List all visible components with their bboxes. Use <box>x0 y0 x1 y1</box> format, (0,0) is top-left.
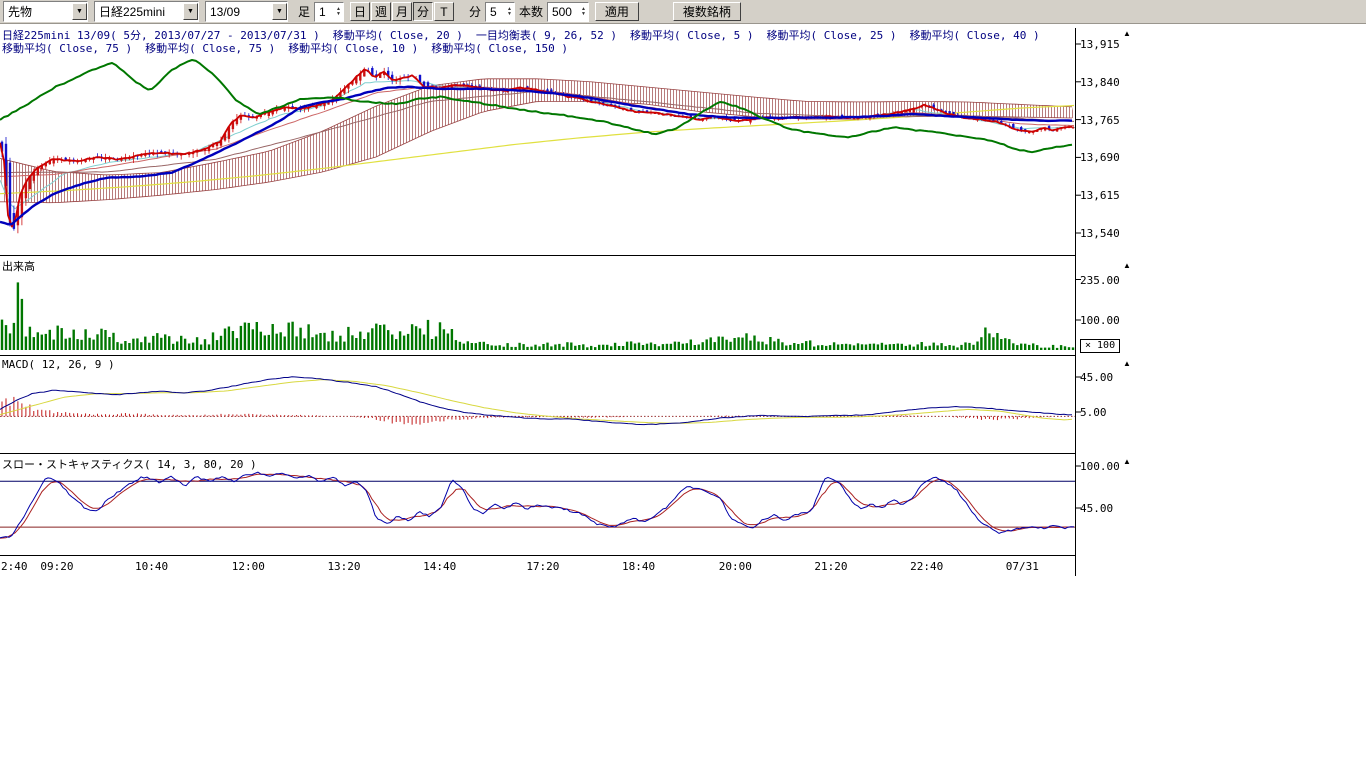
x-axis-label: 17:20 <box>526 560 560 573</box>
x-axis-label: 14:40 <box>423 560 457 573</box>
bar-type-label: 足 <box>298 5 311 19</box>
indicator-label: 移動平均( Close, 75 ) <box>2 42 133 55</box>
chart-header-line2: 移動平均( Close, 75 ) 移動平均( Close, 75 ) 移動平均( … <box>2 40 568 56</box>
bar-count-stepper[interactable]: 500 ▲ ▼ <box>546 1 589 22</box>
pane-scale-arrow-icon[interactable]: ▲ <box>1123 359 1131 368</box>
y-axis-label: 13,540 <box>1080 227 1120 240</box>
y-axis-label: 13,765 <box>1080 113 1120 127</box>
apply-button[interactable]: 適用 <box>594 2 639 21</box>
symbol-select[interactable]: 日経225mini ▼ <box>94 1 199 22</box>
indicator-label: 移動平均( Close, 150 ) <box>431 42 568 55</box>
minute-label: 分 <box>468 5 481 19</box>
period-button-T[interactable]: T <box>433 2 454 21</box>
x-axis-label: 12:00 <box>231 560 265 573</box>
y-axis-label: 13,615 <box>1080 189 1120 203</box>
stoch-pane-label: スロー・ストキャスティクス( 14, 3, 80, 20 ) <box>2 458 257 471</box>
chart-header-line1: 日経225mini 13/09( 5分, 2013/07/27 - 2013/0… <box>2 27 1040 43</box>
pane-scale-arrow-icon[interactable]: ▲ <box>1123 261 1131 270</box>
spin-down-icon[interactable]: ▼ <box>580 10 586 17</box>
x-axis-label: 20:00 <box>718 560 752 573</box>
indicator-label: 移動平均( Close, 75 ) <box>145 42 276 55</box>
x-axis-label: 2:40 <box>1 560 28 573</box>
stepper-arrows-icon[interactable]: ▲ ▼ <box>507 7 512 16</box>
indicator-label: 移動平均( Close, 40 ) <box>909 29 1040 42</box>
x-axis-label: 07/31 <box>1005 560 1039 573</box>
period-button-週[interactable]: 週 <box>370 2 391 21</box>
pane-scale-arrow-icon[interactable]: ▲ <box>1123 29 1131 38</box>
indicator-label: 移動平均( Close, 25 ) <box>766 29 897 42</box>
y-axis-label: 235.00 <box>1080 273 1120 287</box>
multi-symbol-button[interactable]: 複数銘柄 <box>672 2 741 21</box>
y-axis-label: 45.00 <box>1080 502 1114 515</box>
chart-canvas[interactable] <box>0 24 1140 580</box>
stepper-arrows-icon[interactable]: ▲ ▼ <box>336 7 341 16</box>
x-axis-label: 21:20 <box>814 560 848 573</box>
spin-up-icon[interactable]: ▲ <box>506 6 512 12</box>
indicator-label: 移動平均( Close, 20 ) <box>332 29 463 42</box>
x-axis-label: 22:40 <box>910 560 944 573</box>
x-axis-label: 09:20 <box>40 560 74 573</box>
minute-count-stepper[interactable]: 5 ▲ ▼ <box>484 1 515 22</box>
chevron-down-icon[interactable]: ▼ <box>72 3 87 20</box>
bar-count-label: 本数 <box>518 5 543 19</box>
x-axis-label: 10:40 <box>135 560 169 573</box>
spin-up-icon[interactable]: ▲ <box>580 6 586 12</box>
y-axis-label: 13,840 <box>1080 75 1120 89</box>
y-axis-label: 100.00 <box>1080 460 1120 473</box>
x-axis-label: 18:40 <box>621 560 656 573</box>
period-button-月[interactable]: 月 <box>391 2 412 21</box>
indicator-label: 一目均衡表( 9, 26, 52 ) <box>475 29 617 42</box>
y-axis-label: 13,690 <box>1080 151 1120 165</box>
instrument-type-select[interactable]: 先物 ▼ <box>3 1 88 22</box>
bar-interval-value: 1 <box>319 4 326 19</box>
symbol-value: 日経225mini <box>99 5 166 19</box>
indicator-label: 日経225mini 13/09( 5分, 2013/07/27 - 2013/0… <box>2 29 320 42</box>
chevron-down-icon[interactable]: ▼ <box>272 3 287 20</box>
bar-count-value: 500 <box>551 4 572 19</box>
chart-area: 日経225mini 13/09( 5分, 2013/07/27 - 2013/0… <box>0 24 1140 580</box>
chevron-down-icon[interactable]: ▼ <box>183 3 198 20</box>
spin-down-icon[interactable]: ▼ <box>336 10 341 17</box>
x-axis-label: 13:20 <box>327 560 361 573</box>
spin-down-icon[interactable]: ▼ <box>506 10 512 17</box>
y-axis-label: 5.00 <box>1080 406 1107 419</box>
spin-up-icon[interactable]: ▲ <box>336 6 341 12</box>
y-axis-label: 13,915 <box>1080 38 1120 51</box>
bar-interval-stepper[interactable]: 1 ▲ ▼ <box>314 1 344 22</box>
contract-month-value: 13/09 <box>210 4 241 19</box>
indicator-label: 移動平均( Close, 10 ) <box>288 42 419 55</box>
minute-count-value: 5 <box>489 4 497 19</box>
y-axis-label: 100.00 <box>1080 314 1120 327</box>
volume-pane-label: 出来高 <box>2 260 35 273</box>
period-button-分[interactable]: 分 <box>412 2 433 21</box>
indicator-label: 移動平均( Close, 5 ) <box>629 29 754 42</box>
pane-scale-arrow-icon[interactable]: ▲ <box>1123 457 1131 466</box>
instrument-type-value: 先物 <box>8 5 33 19</box>
contract-month-select[interactable]: 13/09 ▼ <box>205 1 288 22</box>
macd-pane-label: MACD( 12, 26, 9 ) <box>2 358 115 371</box>
period-button-日[interactable]: 日 <box>349 2 370 21</box>
volume-multiplier-badge: × 100 <box>1080 339 1121 353</box>
y-axis-label: 45.00 <box>1080 371 1114 384</box>
stepper-arrows-icon[interactable]: ▲ ▼ <box>581 7 586 16</box>
